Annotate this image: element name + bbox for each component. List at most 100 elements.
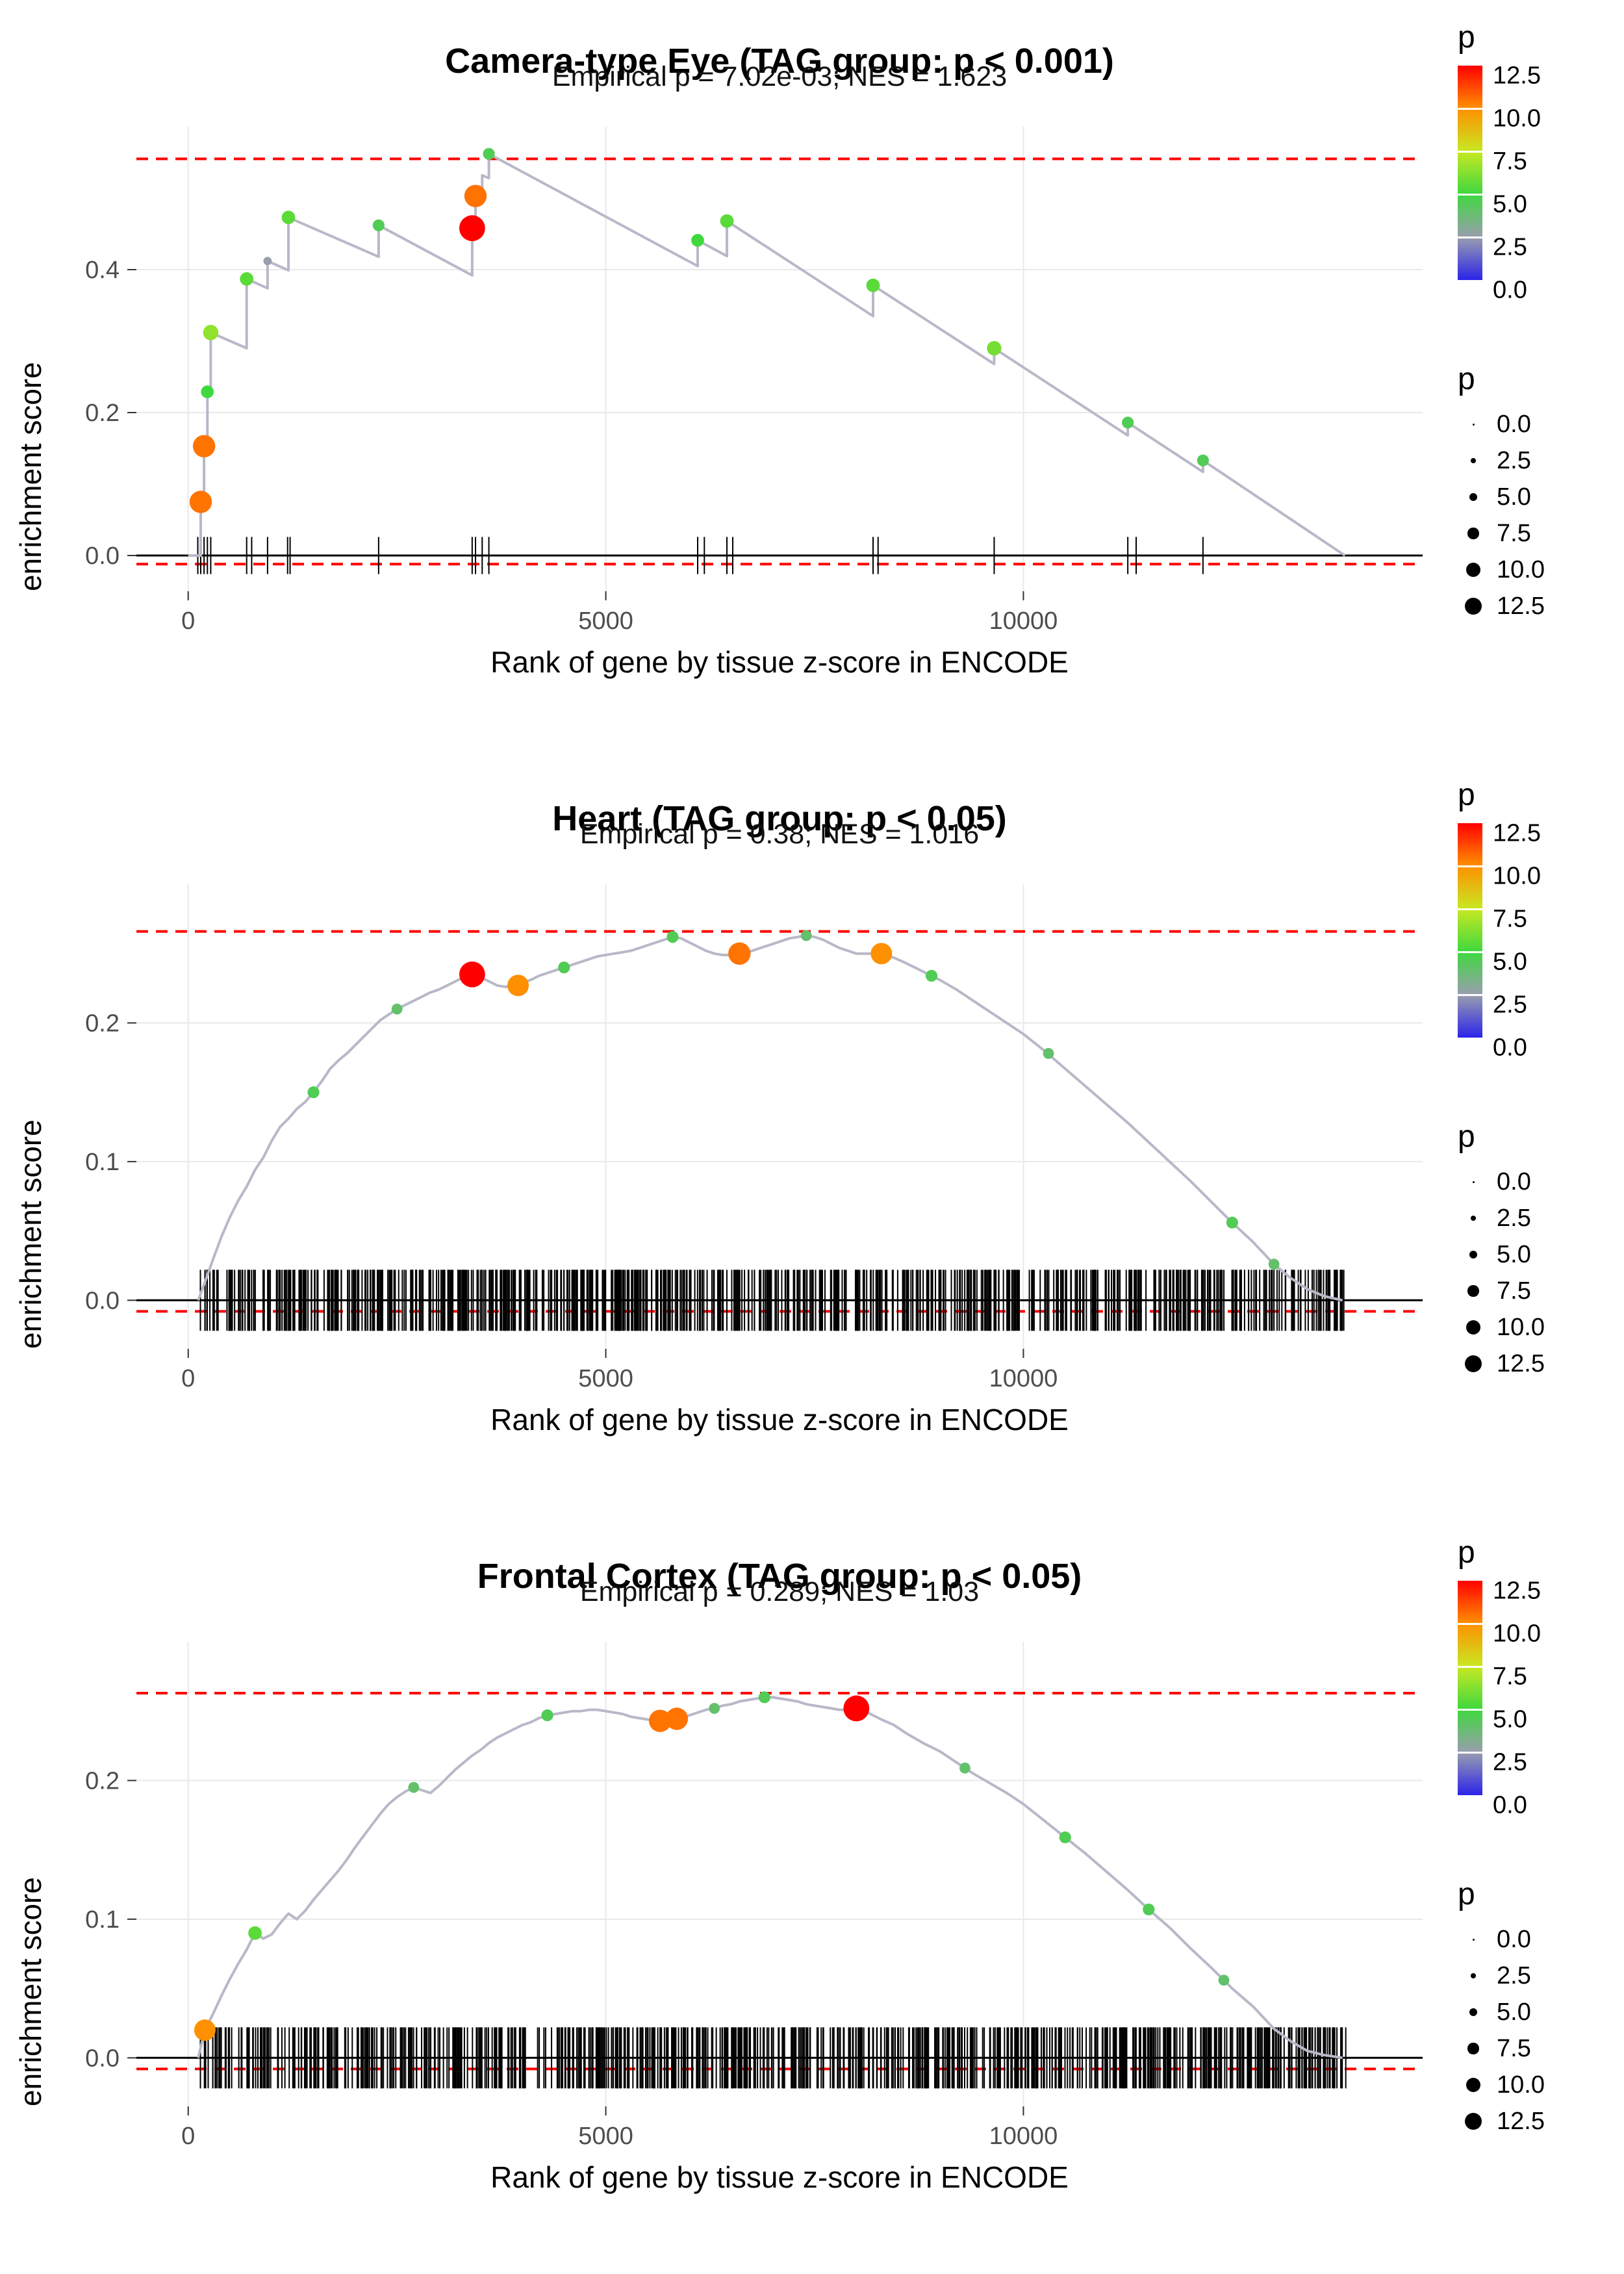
panel-camera-type-eye: Camera-type Eye (TAG group: p < 0.001) E…: [0, 0, 1624, 758]
color-legend-labels: 12.5 10.0 7.5 5.0 2.5 0.0: [1493, 62, 1571, 304]
color-legend-tick-label: 5.0: [1493, 948, 1527, 976]
x-tick-label: 5000: [578, 2123, 633, 2150]
legend-column: p 12.5 10.0 7.5 5.0 2.5 0.0 p 0.0: [1455, 1515, 1624, 2273]
data-point: [307, 1086, 320, 1099]
size-legend-label: 10.0: [1497, 2071, 1545, 2099]
size-legend-entry: 10.0: [1458, 2067, 1545, 2103]
color-legend-tick-label: 2.5: [1493, 1748, 1527, 1776]
size-dot-cell: [1458, 481, 1489, 513]
size-legend-label: 5.0: [1497, 483, 1531, 511]
size-legend-label: 0.0: [1497, 1925, 1531, 1953]
size-legend-rows: 0.0 2.5 5.0 7.5 10.0 12.5: [1458, 406, 1545, 624]
axes: 0 5000 10000 0.0 0.1 0.2: [85, 1010, 1058, 1392]
size-legend-entry: 0.0: [1458, 1921, 1545, 1958]
size-dot-icon: [1471, 1216, 1476, 1221]
data-point: [391, 1003, 403, 1015]
x-tick-label: 10000: [989, 607, 1058, 635]
color-legend-tick-label: 0.0: [1493, 1791, 1527, 1819]
axes: 0 5000 10000 0.0 0.1 0.2: [85, 1767, 1058, 2150]
color-legend-tick-label: 5.0: [1493, 190, 1527, 218]
size-dot-icon: [1466, 563, 1480, 577]
size-dot-icon: [1469, 492, 1478, 502]
legend-column: p 12.5 10.0 7.5 5.0 2.5 0.0 p 0.0: [1455, 0, 1624, 758]
size-legend-label: 5.0: [1497, 1998, 1531, 2026]
data-point: [691, 234, 704, 247]
size-legend: p 0.0 2.5 5.0 7.5 10.0 12.5: [1458, 1119, 1545, 1382]
color-legend-tick: [1458, 865, 1482, 867]
size-dot-icon: [1469, 2008, 1478, 2017]
size-dot-icon: [1471, 458, 1476, 463]
data-point: [1268, 1258, 1280, 1270]
enrichment-curve: [197, 934, 1343, 1302]
color-legend-tick-label: 12.5: [1493, 1577, 1541, 1605]
color-legend-bar-wrap: 12.5 10.0 7.5 5.0 2.5 0.0: [1458, 1578, 1541, 1819]
color-legend-gradient-bar: [1458, 823, 1482, 1038]
color-legend-bar-wrap: 12.5 10.0 7.5 5.0 2.5 0.0: [1458, 62, 1541, 304]
size-legend-entry: 10.0: [1458, 552, 1545, 588]
data-point: [720, 214, 734, 228]
data-point: [263, 257, 272, 266]
color-legend-tick-label: 12.5: [1493, 62, 1541, 90]
size-legend-entry: 2.5: [1458, 442, 1545, 479]
size-dot-icon: [1467, 1285, 1479, 1297]
size-legend-label: 2.5: [1497, 1961, 1531, 1989]
color-legend-tick-label: 7.5: [1493, 1663, 1527, 1691]
size-legend-label: 7.5: [1497, 519, 1531, 547]
x-tick-label: 0: [181, 607, 195, 635]
size-dot-cell: [1458, 1166, 1489, 1197]
gene-points: [307, 930, 1280, 1270]
size-legend-label: 7.5: [1497, 2034, 1531, 2062]
color-legend-labels: 12.5 10.0 7.5 5.0 2.5 0.0: [1493, 1578, 1571, 1819]
color-legend-tick: [1458, 1708, 1482, 1711]
size-legend-title: p: [1458, 1877, 1475, 1911]
gene-points: [194, 1691, 1230, 2041]
y-tick-label: 0.4: [85, 257, 120, 284]
size-legend-label: 12.5: [1497, 1349, 1545, 1377]
size-dot-icon: [1466, 1320, 1480, 1335]
axes: 0 5000 10000 0.0 0.2 0.4: [85, 257, 1058, 635]
gridlines: [136, 127, 1423, 591]
size-dot-cell: [1458, 1960, 1489, 1991]
color-legend: p 12.5 10.0 7.5 5.0 2.5 0.0: [1458, 19, 1541, 304]
color-legend-tick: [1458, 1665, 1482, 1668]
enrichment-curve: [188, 152, 1346, 557]
x-tick-label: 10000: [989, 2123, 1058, 2150]
size-dot-icon: [1472, 1181, 1475, 1183]
size-legend-label: 0.0: [1497, 1168, 1531, 1195]
data-point: [189, 491, 212, 513]
size-dot-cell: [1458, 554, 1489, 585]
data-point: [558, 961, 570, 974]
data-point: [709, 1703, 720, 1714]
color-legend-tick: [1458, 193, 1482, 196]
x-tick-label: 5000: [578, 607, 633, 635]
size-legend-label: 12.5: [1497, 592, 1545, 620]
color-legend-title: p: [1458, 778, 1475, 812]
data-point: [843, 1695, 870, 1722]
data-point: [1197, 454, 1209, 466]
color-legend-tick-label: 7.5: [1493, 905, 1527, 933]
color-legend-tick-label: 7.5: [1493, 147, 1527, 175]
size-legend-label: 2.5: [1497, 1204, 1531, 1232]
color-legend-tick-label: 10.0: [1493, 1620, 1541, 1648]
enrichment-plot: 0 5000 10000 0.0 0.2 0.4: [85, 127, 1423, 635]
color-legend: p 12.5 10.0 7.5 5.0 2.5 0.0: [1458, 1535, 1541, 1819]
data-point: [758, 1691, 770, 1704]
size-dot-cell: [1458, 2069, 1489, 2101]
size-dot-icon: [1471, 1973, 1476, 1978]
data-point: [1122, 416, 1134, 429]
y-tick-label: 0.0: [85, 543, 120, 570]
panel-title: Frontal Cortex (TAG group: p < 0.05): [477, 1556, 1082, 1596]
x-axis-label: Rank of gene by tissue z-score in ENCODE: [490, 1403, 1069, 1437]
panel-subtitle: Empirical p = 0.289; NES = 1.03: [579, 1576, 980, 1607]
size-dot-icon: [1467, 528, 1479, 539]
gene-points: [189, 147, 1209, 513]
size-dot-cell: [1458, 591, 1489, 622]
x-tick-label: 5000: [578, 1365, 633, 1392]
panel-heart: Heart (TAG group: p < 0.05) Empirical p …: [0, 758, 1624, 1515]
size-dot-cell: [1458, 2033, 1489, 2064]
gene-rug: [199, 2027, 1347, 2089]
size-legend-label: 5.0: [1497, 1240, 1531, 1268]
size-legend-entry: 12.5: [1458, 1346, 1545, 1382]
color-legend-labels: 12.5 10.0 7.5 5.0 2.5 0.0: [1493, 820, 1571, 1062]
